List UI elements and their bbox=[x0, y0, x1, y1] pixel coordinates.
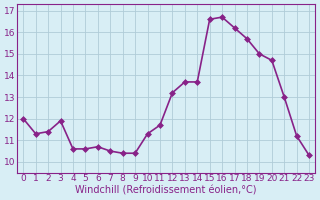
X-axis label: Windchill (Refroidissement éolien,°C): Windchill (Refroidissement éolien,°C) bbox=[76, 186, 257, 196]
